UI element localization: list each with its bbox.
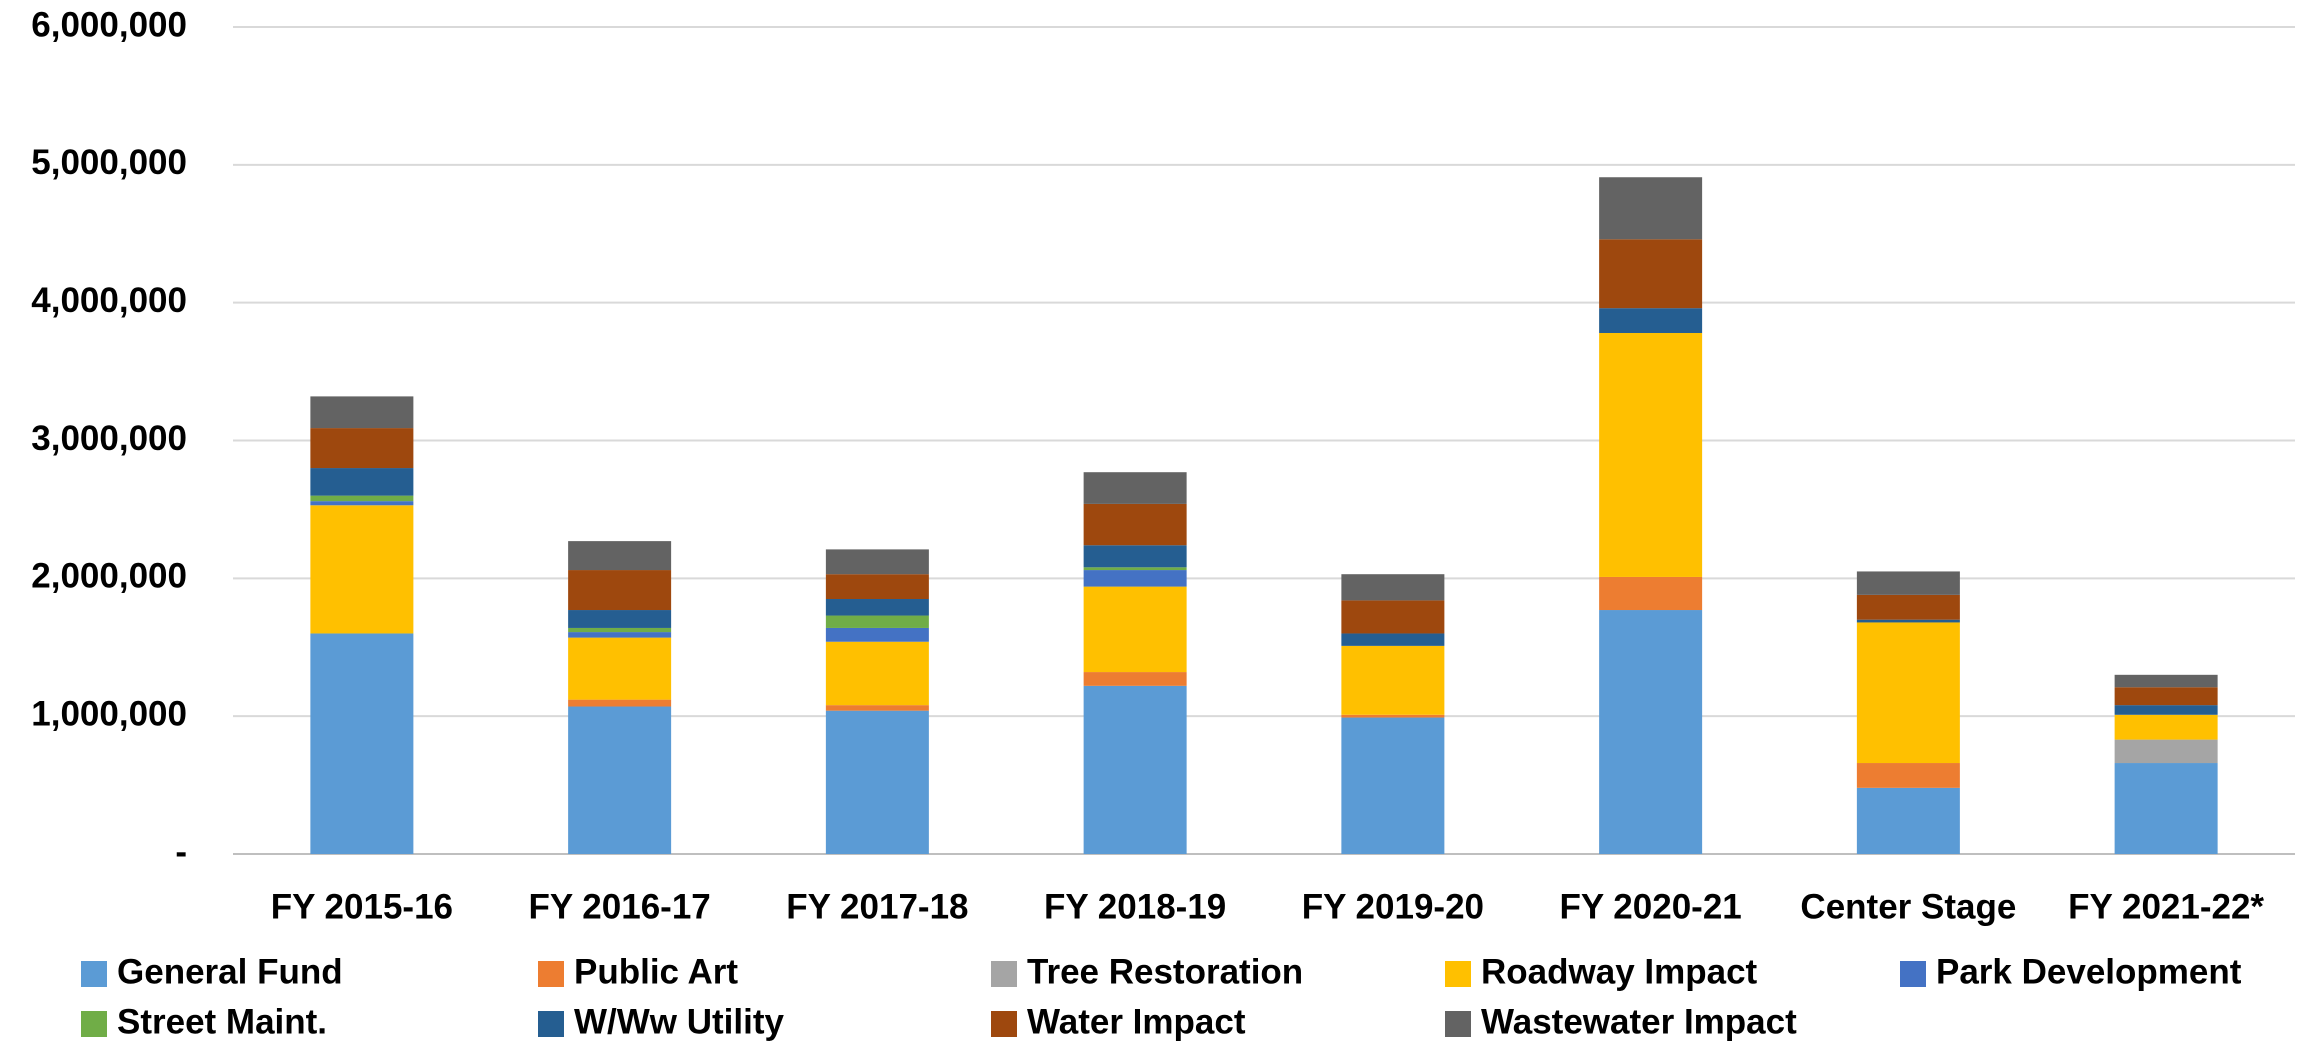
- x-tick-label: FY 2019-20: [1302, 887, 1484, 926]
- bar-segment: [2114, 687, 2218, 706]
- x-tick-label: FY 2016-17: [528, 887, 710, 926]
- bar-segment: [1856, 763, 1960, 788]
- legend-swatch: [1445, 1011, 1471, 1037]
- bar-segment: [1599, 610, 1703, 854]
- bar-segment: [1341, 574, 1445, 601]
- bar-segment: [825, 574, 929, 600]
- bar-segment: [825, 710, 929, 854]
- bar-segment: [310, 633, 414, 854]
- legend-label: Public Art: [574, 952, 738, 991]
- bar-segment: [825, 627, 929, 642]
- y-tick-label: 2,000,000: [31, 557, 187, 596]
- bar-segment: [310, 505, 414, 634]
- legend-label: W/Ww Utility: [574, 1002, 785, 1041]
- legend-swatch: [538, 1011, 564, 1037]
- bar-segment: [1083, 586, 1187, 673]
- bar-segment: [1856, 571, 1960, 595]
- legend-label: Street Maint.: [117, 1002, 327, 1041]
- legend-swatch: [991, 961, 1017, 987]
- bar-segment: [1599, 239, 1703, 309]
- bar-segment: [1856, 622, 1960, 764]
- bar-segment: [568, 699, 672, 707]
- bar-segment: [310, 468, 414, 496]
- bar-segment: [1083, 685, 1187, 854]
- bar-segment: [1599, 177, 1703, 240]
- bar-segment: [1341, 633, 1445, 646]
- bar-segment: [825, 549, 929, 575]
- legend-label: Roadway Impact: [1481, 952, 1758, 991]
- bar-segment: [568, 706, 672, 854]
- bar-segment: [1083, 503, 1187, 546]
- bar-segment: [568, 637, 672, 700]
- bar-segment: [1341, 600, 1445, 634]
- bar-segment: [1599, 308, 1703, 333]
- legend-label: Park Development: [1936, 952, 2242, 991]
- legend-label: General Fund: [117, 952, 343, 991]
- y-tick-label: 5,000,000: [31, 143, 187, 182]
- bar-segment: [1599, 576, 1703, 611]
- x-tick-label: FY 2017-18: [786, 887, 968, 926]
- bar-segment: [1083, 567, 1187, 571]
- bar-segment: [825, 615, 929, 628]
- bar-segment: [1083, 570, 1187, 587]
- bar-segment: [1083, 472, 1187, 504]
- bar-segment: [825, 705, 929, 711]
- legend-label: Water Impact: [1027, 1002, 1246, 1041]
- bar-segment: [568, 632, 672, 638]
- bar-segment: [2114, 739, 2218, 764]
- legend-swatch: [1900, 961, 1926, 987]
- bar-segment: [825, 599, 929, 616]
- bar-segment: [310, 396, 414, 429]
- bar-segment: [825, 641, 929, 706]
- y-tick-label: 6,000,000: [31, 5, 187, 44]
- bar-segment: [1856, 619, 1960, 623]
- legend-label: Tree Restoration: [1027, 952, 1303, 991]
- bar-segment: [568, 570, 672, 611]
- bar-segment: [1341, 717, 1445, 854]
- bar-segment: [1083, 672, 1187, 686]
- bar-segment: [2114, 705, 2218, 715]
- legend-label: Wastewater Impact: [1481, 1002, 1797, 1041]
- bar-segment: [1856, 594, 1960, 620]
- y-tick-label: 4,000,000: [31, 281, 187, 320]
- bar-segment: [1599, 332, 1703, 577]
- bar-segment: [1856, 787, 1960, 854]
- legend-swatch: [81, 961, 107, 987]
- x-tick-label: FY 2020-21: [1559, 887, 1741, 926]
- x-tick-label: Center Stage: [1800, 887, 2016, 926]
- legend-swatch: [991, 1011, 1017, 1037]
- bar-segment: [310, 501, 414, 506]
- bar-segment: [2114, 714, 2218, 740]
- bar-segment: [1341, 714, 1445, 718]
- bar-segment: [2114, 674, 2218, 688]
- x-tick-label: FY 2018-19: [1044, 887, 1226, 926]
- bar-segment: [2114, 763, 2218, 854]
- x-tick-label: FY 2021-22*: [2068, 887, 2264, 926]
- legend-swatch: [538, 961, 564, 987]
- bar-segment: [310, 495, 414, 502]
- bar-segment: [310, 428, 414, 469]
- x-tick-label: FY 2015-16: [271, 887, 453, 926]
- y-tick-label: -: [175, 832, 187, 871]
- y-tick-label: 3,000,000: [31, 419, 187, 458]
- bar-segment: [568, 627, 672, 633]
- bar-segment: [1083, 545, 1187, 568]
- bar-segment: [568, 541, 672, 571]
- legend-swatch: [81, 1011, 107, 1037]
- y-tick-label: 1,000,000: [31, 694, 187, 733]
- legend-swatch: [1445, 961, 1471, 987]
- bar-segment: [1341, 645, 1445, 715]
- bar-segment: [568, 610, 672, 628]
